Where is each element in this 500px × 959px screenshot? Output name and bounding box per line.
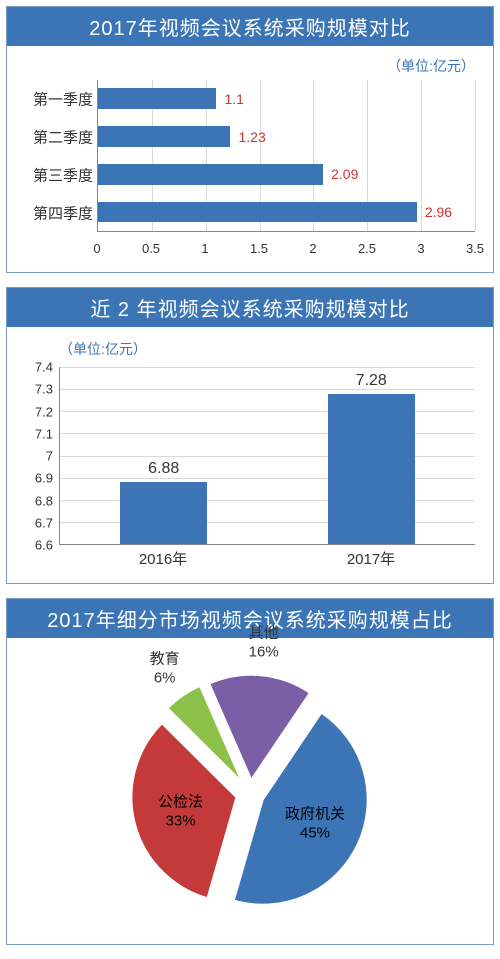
hbar-xtick: 1.5: [250, 241, 268, 256]
vbar-bar: [120, 482, 207, 544]
hbar-xtick: 0: [93, 241, 100, 256]
hbar-xtick: 1: [201, 241, 208, 256]
hbar-category-label: 第三季度: [15, 165, 93, 186]
pie-slice-pct: 33%: [166, 812, 196, 829]
hbar-bar: [98, 202, 417, 223]
panel-yearly: 近 2 年视频会议系统采购规模对比 （单位:亿元） 6.887.28 6.66.…: [6, 287, 494, 584]
vbar-chart: （单位:亿元） 6.88 7.28 6.6 6.7 6.8 6.9 7 7.1 7.2 7.3 7…: [15, 335, 485, 575]
pie-chart: 政府机关45%公检法33%教育6%其他16%: [15, 646, 485, 936]
hbar-chart: （单位:亿元） 1.1 1.23 2.09 2.96 0 0.5 1 1.5 2 2.5 3 3.5…: [15, 54, 485, 264]
vbar-plot-area: 6.88 7.28: [59, 367, 475, 545]
hbar-category-label: 第二季度: [15, 127, 93, 148]
hbar-xtick: 3: [417, 241, 424, 256]
pie-label: 教育 6%: [150, 650, 180, 688]
vbar-ytick: 7.2: [35, 404, 59, 419]
hbar-value-label: 1.23: [238, 126, 265, 147]
panel-pie: 2017年细分市场视频会议系统采购规模占比 政府机关45%公检法33%教育6%其…: [6, 598, 494, 945]
pie-label: 公检法 33%: [158, 793, 203, 831]
pie-slice-name: 其他: [249, 625, 279, 642]
hbar-xtick: 2.5: [358, 241, 376, 256]
hbar-value-label: 2.09: [331, 164, 358, 185]
vbar-ytick: 6.7: [35, 515, 59, 530]
hbar-gridline: [475, 80, 476, 231]
hbar-bar: [98, 126, 230, 147]
unit-label-1: （单位:亿元）: [387, 56, 475, 76]
panel-body-3: 政府机关45%公检法33%教育6%其他16%: [7, 638, 493, 944]
panel-title-2: 近 2 年视频会议系统采购规模对比: [7, 288, 493, 327]
unit-label-2: （单位:亿元）: [59, 339, 147, 359]
hbar-value-label: 1.1: [224, 88, 243, 109]
vbar-value-label: 7.28: [356, 372, 387, 390]
panel-quarterly: 2017年视频会议系统采购规模对比 （单位:亿元） 1.1 1.23 2.09 2.9…: [6, 6, 494, 273]
hbar-gridline: [421, 80, 422, 231]
hbar-plot-area: 1.1 1.23 2.09 2.96: [97, 80, 475, 232]
hbar-bar: [98, 88, 216, 109]
pie-label: 其他16%: [249, 625, 279, 663]
vbar-ytick: 7.4: [35, 360, 59, 375]
pie-label: 政府机关 45%: [285, 805, 345, 843]
vbar-category-label: 2016年: [139, 548, 187, 569]
vbar-ytick: 7.3: [35, 382, 59, 397]
vbar-ytick: 6.8: [35, 493, 59, 508]
vbar-bar: [328, 394, 415, 544]
pie-slice-pct: 45%: [300, 824, 330, 841]
pie-slice-name: 教育: [150, 650, 180, 667]
panel-body-2: （单位:亿元） 6.88 7.28 6.6 6.7 6.8 6.9 7 7.1 7.2 7.3 7…: [7, 327, 493, 583]
hbar-xtick: 0.5: [142, 241, 160, 256]
hbar-xtick: 2: [309, 241, 316, 256]
hbar-category-label: 第四季度: [15, 203, 93, 224]
hbar-xtick: 3.5: [466, 241, 484, 256]
pie-slice-pct: 16%: [249, 643, 279, 660]
hbar-bar: [98, 164, 323, 185]
pie-slice-pct: 6%: [154, 669, 176, 686]
vbar-ytick: 6.6: [35, 538, 59, 553]
vbar-ytick: 6.9: [35, 471, 59, 486]
pie-slice-name: 政府机关: [285, 805, 345, 822]
hbar-value-label: 2.96: [425, 202, 452, 223]
panel-body-1: （单位:亿元） 1.1 1.23 2.09 2.96 0 0.5 1 1.5 2 2.5 3 3.5…: [7, 46, 493, 272]
vbar-gridline: [60, 367, 475, 368]
vbar-category-label: 2017年: [347, 548, 395, 569]
pie-slice-name: 公检法: [158, 793, 203, 810]
panel-title-1: 2017年视频会议系统采购规模对比: [7, 7, 493, 46]
vbar-ytick: 7: [46, 449, 59, 464]
vbar-ytick: 7.1: [35, 426, 59, 441]
vbar-value-label: 6.88: [148, 460, 179, 478]
vbar-gridline: [60, 389, 475, 390]
hbar-category-label: 第一季度: [15, 89, 93, 110]
